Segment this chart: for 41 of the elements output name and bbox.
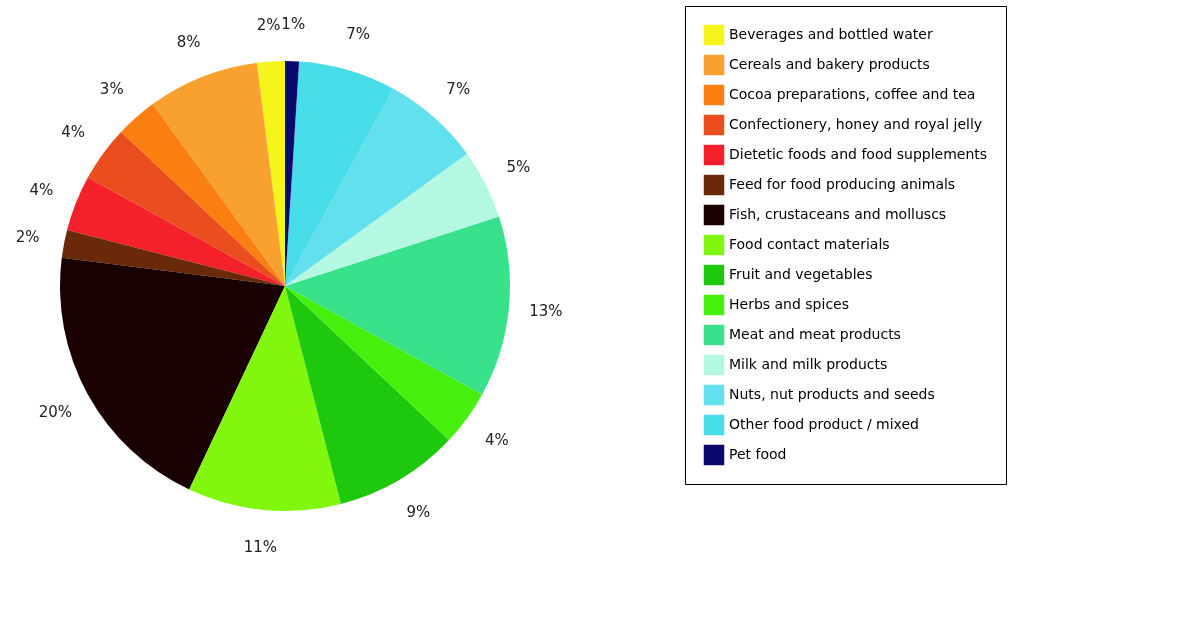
pie-slice	[67, 177, 285, 286]
legend-label: Dietetic foods and food supplements	[729, 146, 988, 162]
pie-slice	[152, 62, 285, 286]
pie-slice	[61, 230, 285, 286]
data-label: 2%	[256, 15, 281, 34]
legend-label: Food contact materials	[729, 236, 890, 252]
pie-slice	[120, 103, 285, 286]
pie-slice	[285, 61, 394, 286]
data-label: 3%	[99, 80, 124, 99]
data-label: 7%	[346, 25, 370, 44]
legend-label: Beverages and bottled water	[729, 26, 933, 42]
pie-slice	[285, 286, 483, 441]
legend-label: Meat and meat products	[729, 326, 901, 342]
legend-label: Feed for food producing animals	[729, 176, 956, 192]
data-label: 4%	[485, 431, 509, 449]
pie-slice	[285, 216, 510, 395]
legend-label: Other food product / mixed	[729, 416, 919, 432]
data-label: 5%	[506, 158, 531, 177]
pie-slice	[189, 286, 341, 511]
data-label: 9%	[406, 502, 431, 521]
data-label: 4%	[29, 180, 54, 199]
legend-label: Cereals and bakery products	[729, 56, 930, 72]
legend-label: Herbs and spices	[729, 296, 849, 312]
data-label: 7%	[446, 80, 471, 99]
legend-label: Pet food	[729, 446, 787, 462]
pie-slice	[285, 153, 499, 286]
legend-label: Fruit and vegetables	[729, 266, 873, 282]
pie-slice	[87, 131, 285, 286]
legend-label: Cocoa preparations, coffee and tea	[729, 86, 976, 102]
legend-label: Milk and milk products	[729, 356, 888, 372]
data-label: 4%	[61, 123, 85, 141]
pie-slice	[285, 286, 450, 504]
data-label: 8%	[176, 33, 201, 52]
data-label: 13%	[529, 301, 563, 320]
legend-label: Confectionery, honey and royal jelly	[729, 116, 983, 132]
data-label: 20%	[38, 403, 73, 422]
legend-label: Nuts, nut products and seeds	[729, 386, 935, 402]
data-label: 11%	[243, 537, 278, 556]
data-label: 1%	[281, 15, 306, 34]
legend-label: Fish, crustaceans and molluscs	[729, 206, 947, 222]
data-label: 2%	[15, 227, 40, 246]
